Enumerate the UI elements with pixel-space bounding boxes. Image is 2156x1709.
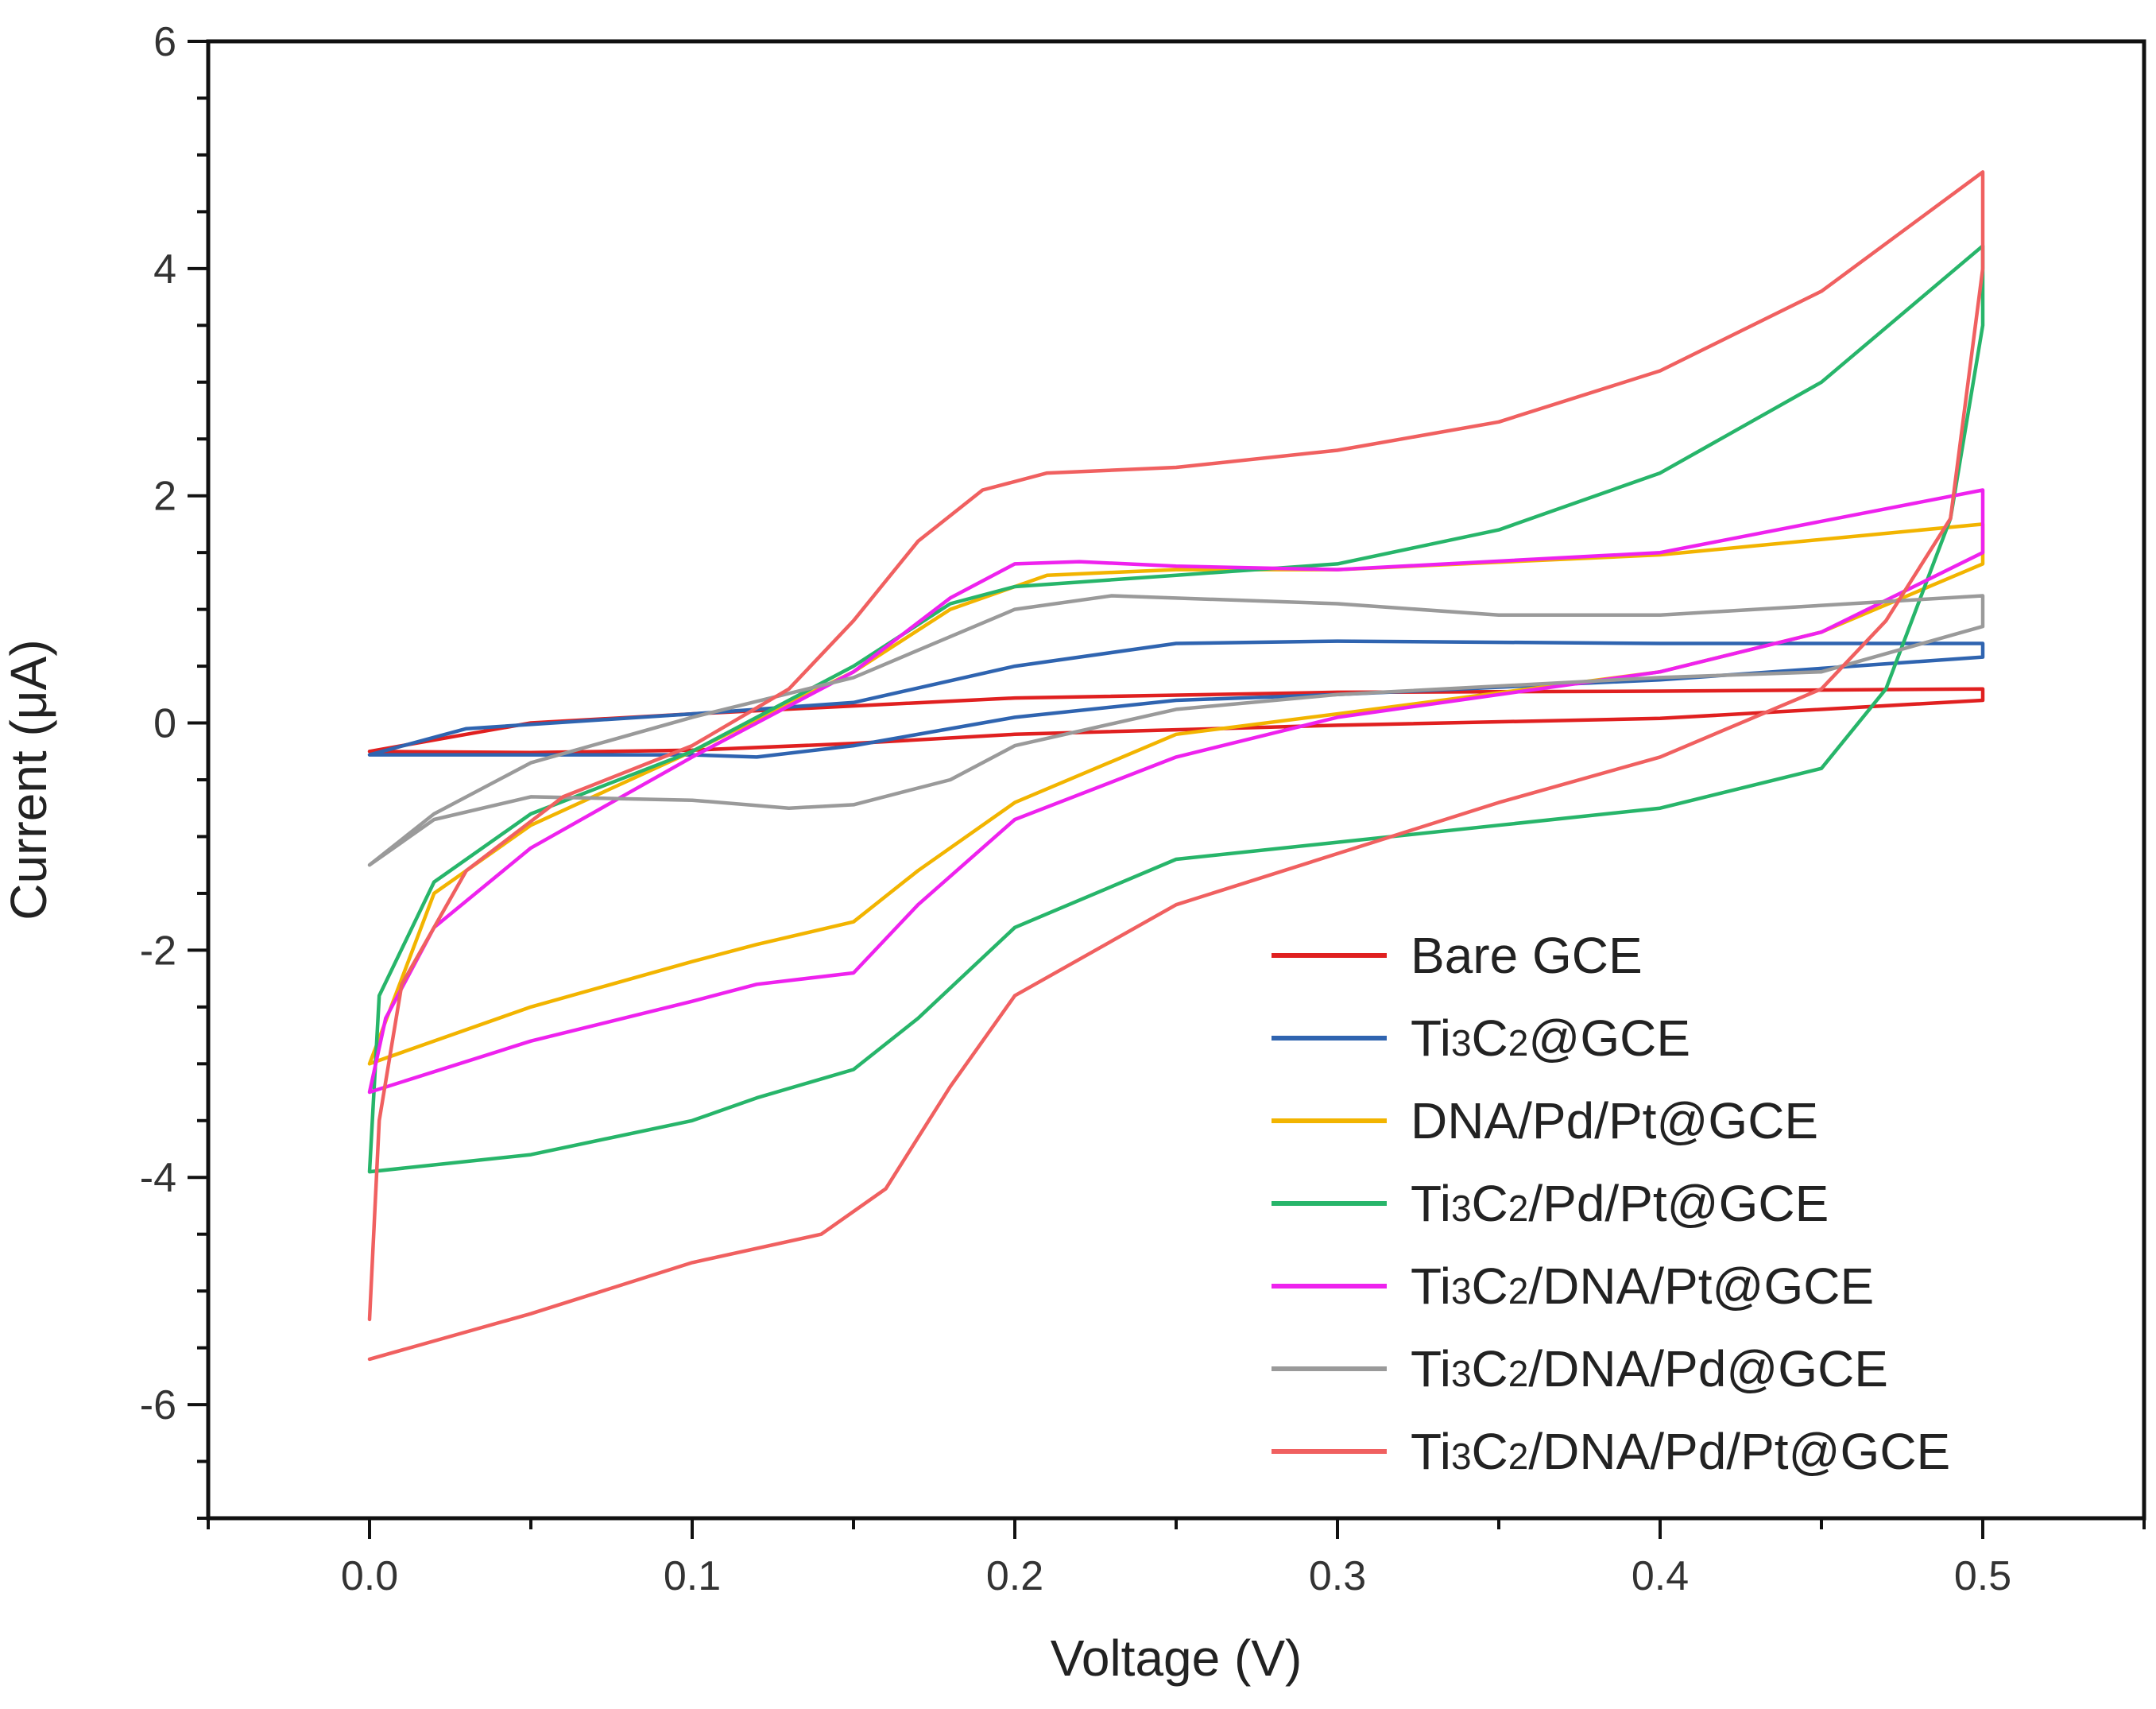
legend-label: DNA/Pd/Pt@GCE (1411, 1092, 1818, 1149)
legend-label: Ti3C2/DNA/Pd@GCE (1411, 1340, 1888, 1397)
series-line-4 (367, 488, 1985, 1095)
legend-label: Ti3C2/DNA/Pd/Pt@GCE (1411, 1423, 1950, 1480)
legend-label: Ti3C2@GCE (1411, 1010, 1690, 1067)
x-tick-label: 0.3 (1309, 1553, 1366, 1599)
series-line-0 (367, 687, 1985, 754)
y-tick-label: 0 (153, 701, 176, 747)
series-line-1 (367, 639, 1985, 759)
x-tick-label: 0.5 (1954, 1553, 2011, 1599)
y-tick-label: -2 (140, 928, 176, 974)
x-axis: 0.0 0.1 0.2 0.3 0.4 0.5 (207, 1518, 2146, 1599)
series-line-6 (367, 170, 1985, 1362)
legend-label: Ti3C2/DNA/Pt@GCE (1411, 1258, 1874, 1315)
plot-area (367, 170, 1985, 1362)
x-tick-label: 0.2 (986, 1553, 1043, 1599)
y-tick-label: -4 (140, 1155, 176, 1201)
y-tick-label: 2 (153, 474, 176, 520)
x-tick-label: 0.0 (341, 1553, 398, 1599)
y-tick-label: -6 (140, 1382, 176, 1428)
series-line-5 (367, 594, 1985, 867)
y-tick-label: 6 (153, 19, 176, 65)
x-tick-label: 0.1 (664, 1553, 721, 1599)
y-tick-label: 4 (153, 246, 176, 293)
x-tick-label: 0.4 (1632, 1553, 1689, 1599)
legend-label: Bare GCE (1411, 927, 1643, 984)
legend-label: Ti3C2/Pd/Pt@GCE (1411, 1175, 1829, 1232)
x-axis-title: Voltage (V) (1051, 1630, 1303, 1687)
legend: Bare GCE Ti3C2@GCE DNA/Pd/Pt@GCE Ti3C2/Pd/P… (1272, 927, 1950, 1480)
y-axis-title: Current (μA) (0, 639, 57, 920)
y-axis: 6 4 2 0 -2 -4 -6 (140, 19, 208, 1520)
series-line-3 (367, 244, 1985, 1174)
